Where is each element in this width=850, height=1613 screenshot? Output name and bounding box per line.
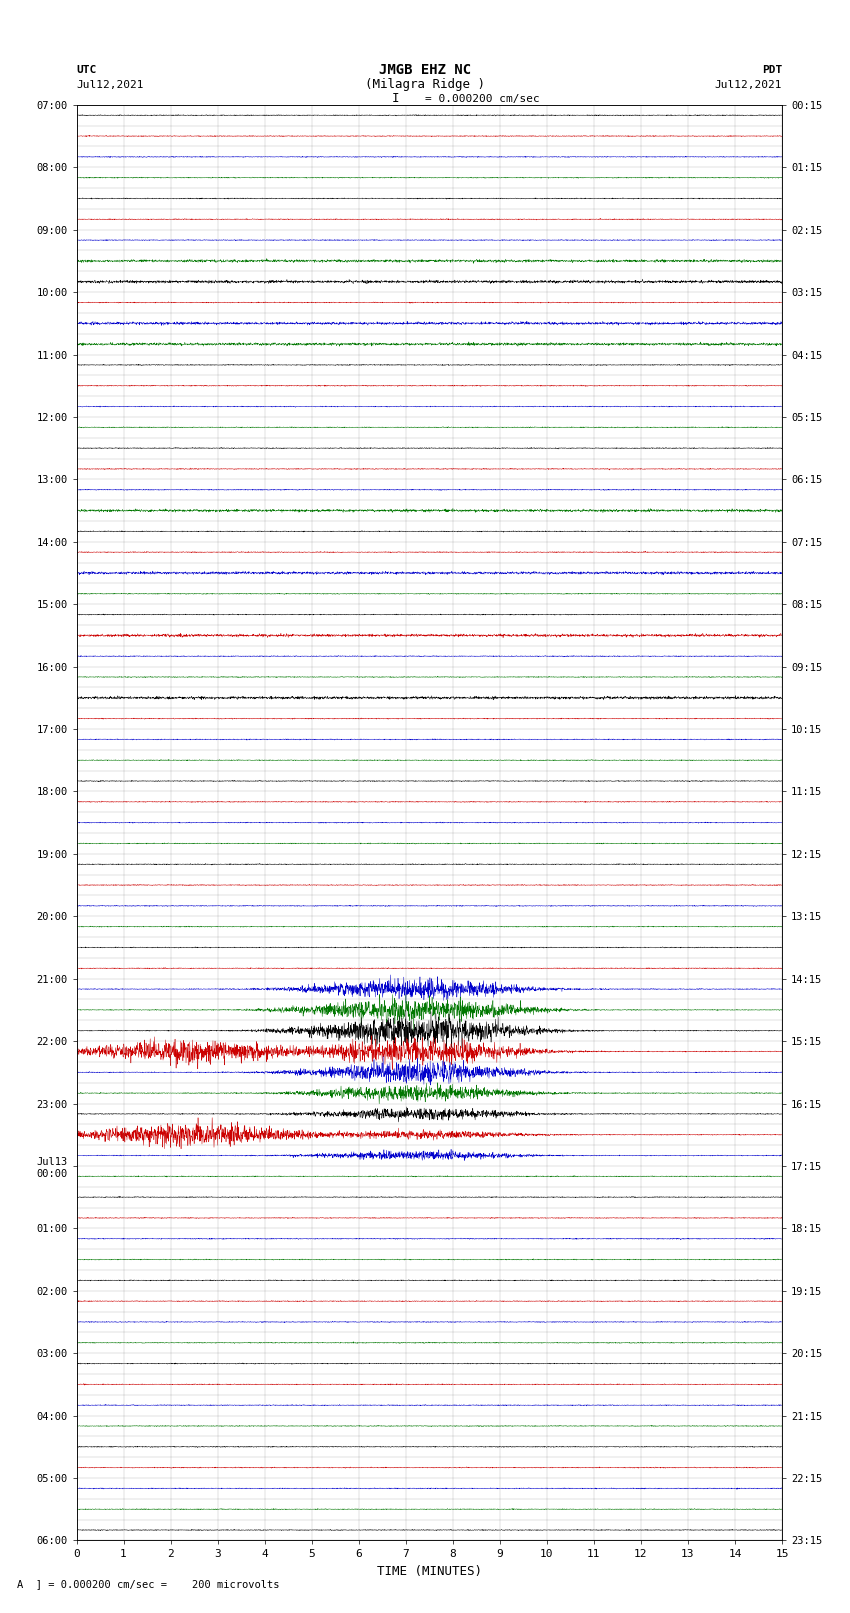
Text: A  ] = 0.000200 cm/sec =    200 microvolts: A ] = 0.000200 cm/sec = 200 microvolts <box>17 1579 280 1589</box>
Text: Jul12,2021: Jul12,2021 <box>76 79 144 90</box>
Text: UTC: UTC <box>76 65 97 76</box>
Text: Jul12,2021: Jul12,2021 <box>715 79 782 90</box>
Text: = 0.000200 cm/sec: = 0.000200 cm/sec <box>425 94 540 103</box>
X-axis label: TIME (MINUTES): TIME (MINUTES) <box>377 1565 482 1578</box>
Text: JMGB EHZ NC: JMGB EHZ NC <box>379 63 471 77</box>
Text: PDT: PDT <box>762 65 782 76</box>
Text: I: I <box>392 92 399 105</box>
Text: (Milagra Ridge ): (Milagra Ridge ) <box>365 77 485 92</box>
